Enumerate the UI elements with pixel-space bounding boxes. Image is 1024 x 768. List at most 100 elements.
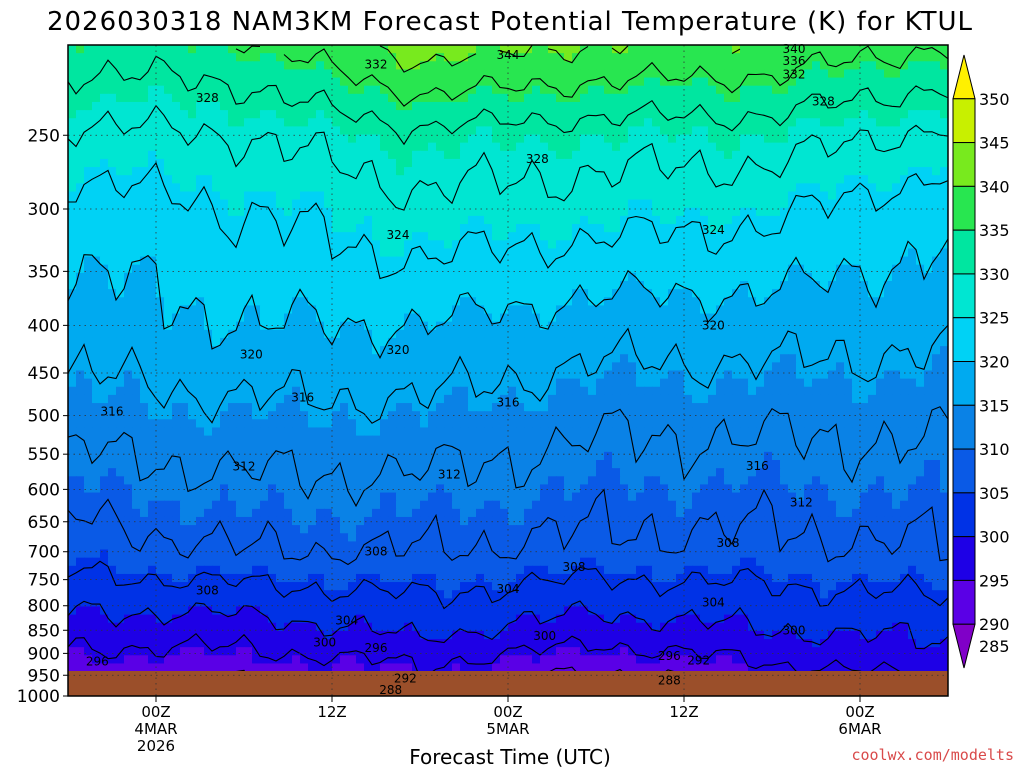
field-cell: [796, 69, 805, 79]
field-cell: [292, 354, 301, 363]
field-cell: [396, 167, 405, 176]
field-cell: [228, 191, 237, 201]
field-cell: [612, 403, 621, 412]
field-cell: [900, 329, 909, 339]
field-cell: [476, 134, 485, 144]
field-cell: [836, 289, 845, 298]
field-cell: [596, 362, 605, 372]
field-cell: [116, 69, 125, 79]
field-cell: [796, 224, 805, 233]
field-cell: [364, 362, 373, 372]
field-cell: [68, 411, 77, 420]
field-cell: [196, 264, 205, 274]
field-cell: [684, 93, 693, 103]
field-cell: [612, 305, 621, 315]
field-cell: [556, 53, 565, 62]
field-cell: [140, 126, 149, 136]
field-cell: [596, 289, 605, 298]
field-cell: [140, 362, 149, 372]
field-cell: [900, 93, 909, 103]
field-cell: [108, 248, 117, 258]
field-cell: [260, 110, 269, 119]
field-cell: [788, 394, 797, 404]
field-cell: [932, 386, 941, 396]
field-cell: [308, 256, 317, 266]
field-cell: [556, 126, 565, 136]
field-cell: [780, 150, 789, 160]
field-cell: [564, 256, 573, 266]
field-cell: [676, 142, 685, 152]
field-cell: [596, 248, 605, 258]
field-cell: [628, 329, 637, 339]
field-cell: [316, 101, 325, 111]
field-cell: [516, 248, 525, 258]
field-cell: [516, 280, 525, 290]
field-cell: [484, 207, 493, 217]
field-cell: [868, 297, 877, 306]
field-cell: [92, 77, 101, 87]
field-cell: [500, 118, 509, 127]
field-cell: [236, 232, 245, 241]
field-cell: [540, 354, 549, 363]
field-cell: [340, 264, 349, 274]
field-cell: [540, 126, 549, 136]
field-cell: [900, 256, 909, 266]
field-cell: [244, 183, 253, 193]
field-cell: [716, 386, 725, 396]
field-cell: [380, 264, 389, 274]
field-cell: [532, 126, 541, 136]
field-cell: [868, 126, 877, 136]
field-cell: [932, 354, 941, 363]
field-cell: [700, 264, 709, 274]
field-cell: [884, 191, 893, 201]
field-cell: [940, 264, 948, 274]
field-cell: [684, 370, 693, 380]
field-cell: [292, 313, 301, 323]
field-cell: [564, 167, 573, 176]
field-cell: [804, 248, 813, 258]
field-cell: [436, 240, 445, 250]
field-cell: [492, 175, 501, 184]
field-cell: [756, 167, 765, 176]
field-cell: [108, 134, 117, 144]
field-cell: [68, 69, 77, 79]
field-cell: [564, 248, 573, 258]
field-cell: [132, 248, 141, 258]
field-cell: [324, 354, 333, 363]
field-cell: [748, 101, 757, 111]
field-cell: [748, 240, 757, 250]
field-cell: [204, 354, 213, 363]
field-cell: [316, 142, 325, 152]
field-cell: [316, 183, 325, 193]
field-cell: [308, 158, 317, 168]
field-cell: [796, 110, 805, 119]
field-cell: [308, 394, 317, 404]
field-cell: [460, 394, 469, 404]
field-cell: [476, 370, 485, 380]
field-cell: [300, 272, 309, 282]
field-cell: [724, 118, 733, 127]
field-cell: [524, 61, 533, 71]
field-cell: [132, 101, 141, 111]
field-cell: [676, 69, 685, 79]
field-cell: [180, 85, 189, 95]
field-cell: [404, 134, 413, 144]
field-cell: [596, 305, 605, 315]
field-cell: [836, 101, 845, 111]
field-cell: [788, 354, 797, 363]
field-cell: [220, 167, 229, 176]
field-cell: [428, 142, 437, 152]
field-cell: [116, 313, 125, 323]
field-cell: [596, 346, 605, 355]
field-cell: [732, 175, 741, 184]
field-cell: [476, 378, 485, 388]
field-cell: [860, 93, 869, 103]
field-cell: [924, 142, 933, 152]
field-cell: [428, 280, 437, 290]
field-cell: [860, 53, 869, 62]
field-cell: [580, 321, 589, 331]
field-cell: [540, 61, 549, 71]
field-cell: [820, 289, 829, 298]
field-cell: [732, 199, 741, 209]
field-cell: [772, 61, 781, 71]
